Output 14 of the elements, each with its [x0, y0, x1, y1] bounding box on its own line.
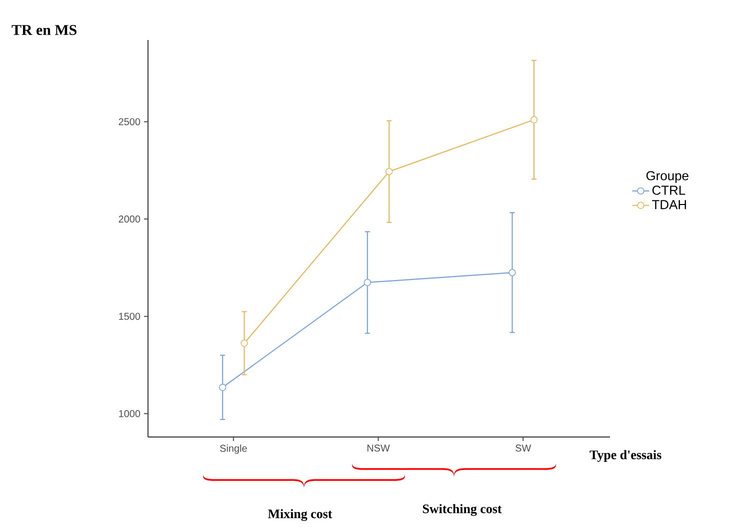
x-tick-label: NSW — [367, 444, 390, 452]
legend-label: TDAH — [652, 200, 686, 210]
x-tick-label: SW — [516, 444, 532, 452]
y-tick-label: 2000 — [118, 216, 140, 223]
x-axis-title: Type d'essais — [590, 450, 662, 462]
y-tick-label: 2500 — [118, 118, 140, 126]
chart-title: TR en MS — [12, 24, 76, 36]
text: Switching cost — [422, 504, 502, 516]
y-tick-label: 1000 — [119, 410, 140, 418]
y-tick-label: 1500 — [119, 312, 140, 320]
legend-label: CTRL — [652, 186, 686, 195]
legend-title: Groupe — [646, 171, 688, 183]
text: Mixing cost — [268, 509, 332, 521]
x-tick-label: Single — [220, 444, 247, 454]
